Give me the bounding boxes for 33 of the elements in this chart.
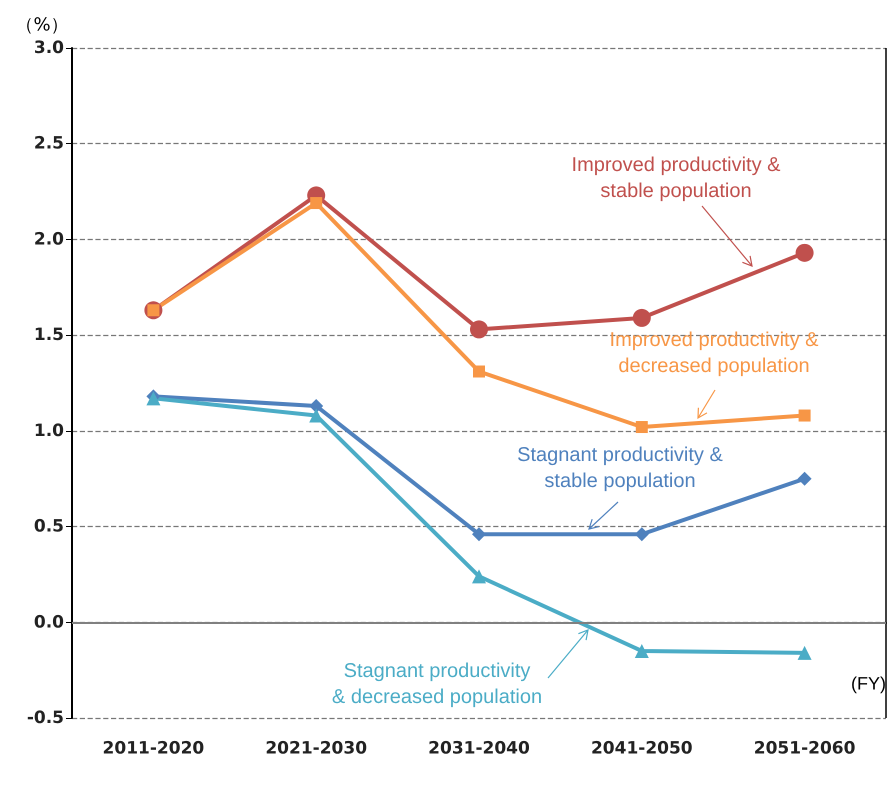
point [798,646,812,660]
x-tick-label: 2011-2020 [102,738,204,758]
y-tick-label: 2.0 [34,229,64,250]
point [634,644,649,658]
point [798,472,812,486]
point [636,421,648,434]
x-tick-label: 2021-2030 [265,738,368,758]
y-tick-label: 1.0 [34,420,64,441]
x-tick-label: 2031-2040 [428,738,530,758]
point [472,527,486,542]
point [796,244,814,262]
text: Improved productivity & stable population [572,154,782,202]
point [632,308,651,327]
y-tick-label: 1.5 [34,325,64,346]
y-axis-title: （%） [15,14,69,36]
x-tick-label: 2051-2060 [754,738,856,758]
point [309,398,324,413]
x-tick-label: 2041-2050 [590,738,693,758]
point [310,197,322,210]
series-label: Improved productivity & decreased population [610,329,820,377]
point [634,527,649,542]
text: Stagnant productivity & decreased population [332,660,542,708]
series-label: Stagnant productivity & stable population [517,444,724,492]
y-tick-label: 3.0 [34,38,64,58]
y-tick-label: 0.5 [34,516,64,537]
y-tick-label: -0.5 [26,708,64,728]
point [470,320,488,338]
point [472,569,486,584]
y-tick-label: 2.5 [34,134,64,154]
point [473,366,485,378]
point [798,410,811,422]
x-axis-title: (FY) [851,673,886,694]
y-tick-label: 0.0 [34,612,64,632]
